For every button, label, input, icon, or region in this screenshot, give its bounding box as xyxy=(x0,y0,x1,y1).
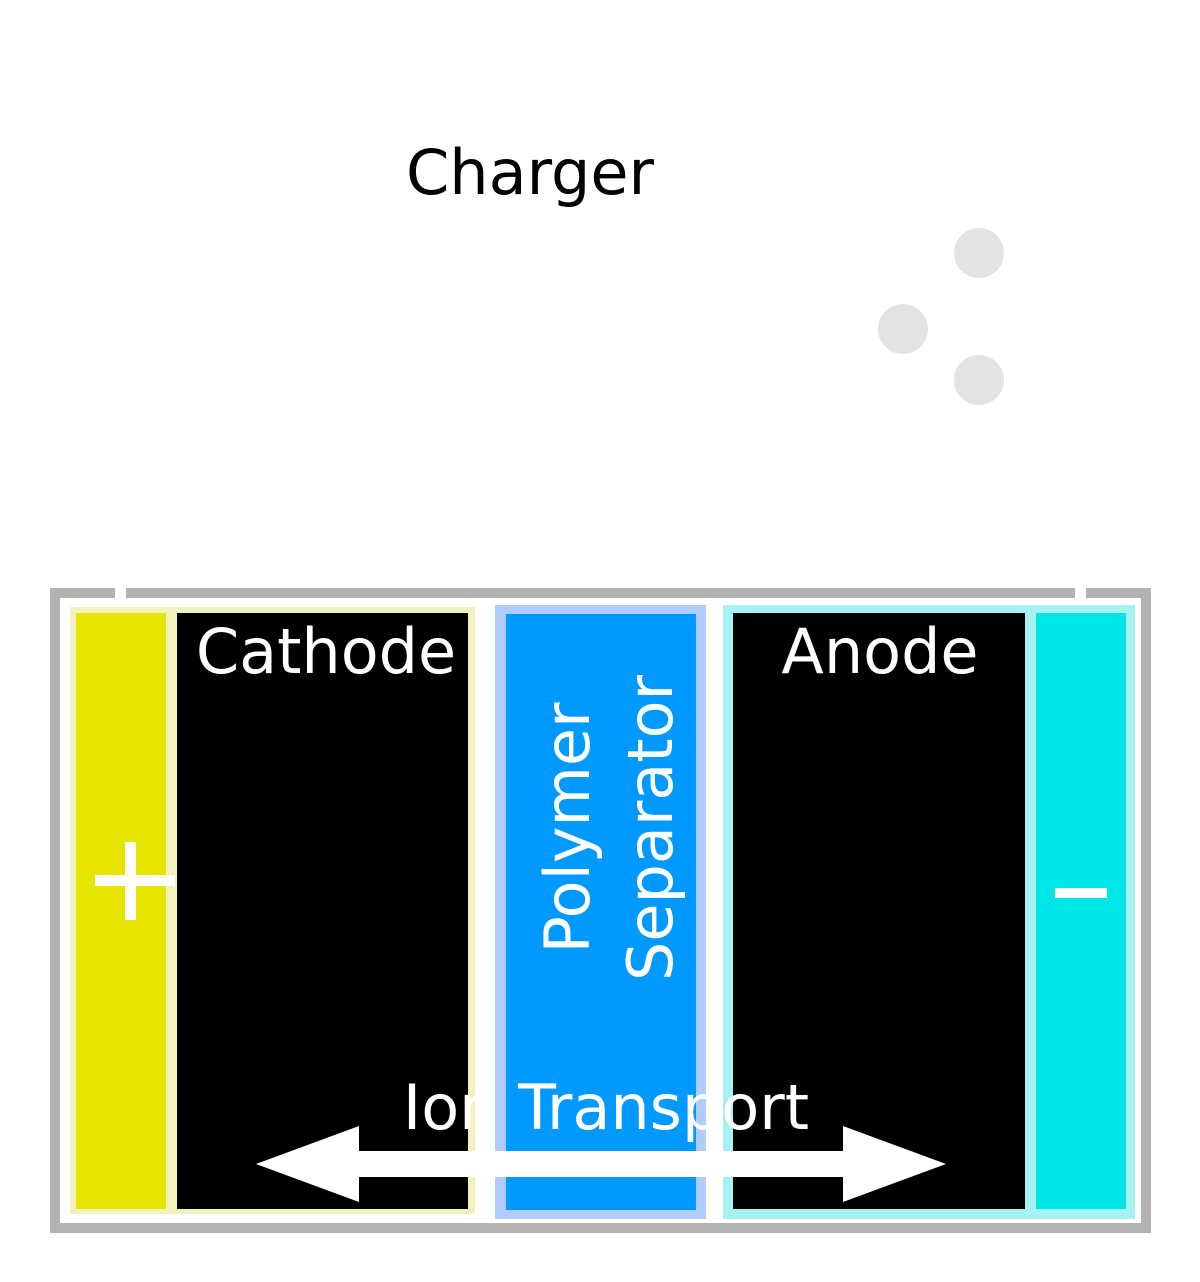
ion-dot xyxy=(954,228,1004,278)
positive-terminal-sign xyxy=(95,842,175,920)
ion-transport-label: Ion Transport xyxy=(403,1071,809,1144)
cathode-current-collector xyxy=(76,613,166,1209)
anode-current-collector xyxy=(1036,613,1126,1209)
negative-lead-gap xyxy=(1075,586,1086,602)
anode-electrode xyxy=(733,613,1025,1209)
separator-label-line1: Polymer xyxy=(531,702,604,954)
ion-transport-arrow xyxy=(256,1126,946,1202)
ion-dots xyxy=(878,228,1004,405)
ion-dot xyxy=(954,355,1004,405)
separator-label-line2: Separator xyxy=(614,674,687,981)
cathode-electrode xyxy=(177,613,468,1209)
ion-dot xyxy=(878,304,928,354)
anode-label: Anode xyxy=(781,615,978,688)
negative-terminal-sign xyxy=(1055,888,1107,898)
charger-label: Charger xyxy=(406,136,654,209)
polymer-separator xyxy=(506,614,696,1210)
positive-lead-gap xyxy=(115,586,126,602)
cathode-label: Cathode xyxy=(196,615,456,688)
